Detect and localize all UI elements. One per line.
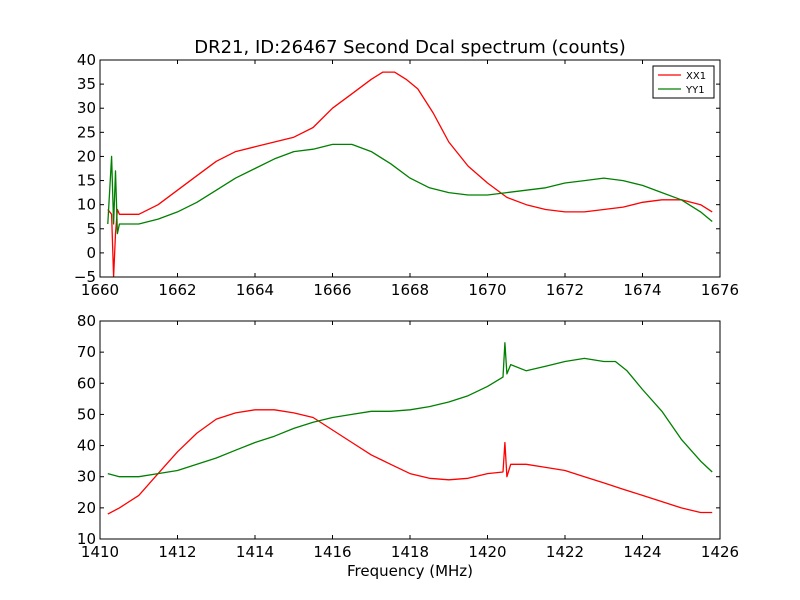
x-tick-label: 1418 — [391, 543, 429, 561]
y-tick-label: 30 — [77, 99, 96, 117]
bottom-spectrum-panel: 1410 1412 1414 1416 1418 1420 1422 1424 1426 10 20… — [77, 312, 739, 561]
y-tick-label: 30 — [77, 468, 96, 486]
y-tick-label: 10 — [77, 530, 96, 548]
x-tick-label: 1426 — [701, 543, 739, 561]
legend-label: XX1 — [686, 71, 706, 82]
y-tick-label: 20 — [77, 499, 96, 517]
y-tick-label: 15 — [77, 172, 96, 190]
x-tick-label: 1668 — [391, 281, 429, 299]
plot-frame — [99, 320, 721, 540]
y-tick-label: 25 — [77, 123, 96, 141]
x-tick-label: 1420 — [468, 543, 506, 561]
x-tick-label: 1666 — [313, 281, 351, 299]
y-tick-label: 0 — [86, 244, 96, 262]
x-tick-label: 1424 — [623, 543, 661, 561]
x-tick-label: 1660 — [81, 281, 119, 299]
x-tick-label: 1674 — [623, 281, 661, 299]
chart-title: DR21, ID:26467 Second Dcal spectrum (cou… — [194, 37, 626, 58]
y-tick-label: 5 — [86, 220, 96, 238]
x-tick-label: 1662 — [158, 281, 196, 299]
y-tick-label: 70 — [77, 343, 96, 361]
x-tick-label: 1416 — [313, 543, 351, 561]
y-tick-label: 40 — [77, 51, 96, 69]
x-tick-label: 1412 — [158, 543, 196, 561]
series-line-xx1 — [107, 71, 713, 277]
series-line-0 — [107, 409, 713, 515]
x-tick-label: 1414 — [236, 543, 274, 561]
x-axis-label: Frequency (MHz) — [347, 562, 473, 580]
x-tick-label: 1676 — [701, 281, 739, 299]
series-line-1 — [107, 342, 713, 478]
y-tick-label: 50 — [77, 405, 96, 423]
y-tick-label: 40 — [77, 437, 96, 455]
legend-box — [652, 65, 715, 99]
plot-frame — [99, 59, 721, 278]
y-tick-label: 60 — [77, 374, 96, 392]
x-tick-label: 1670 — [468, 281, 506, 299]
x-tick-label: 1422 — [546, 543, 584, 561]
y-tick-label: 10 — [77, 196, 96, 214]
top-spectrum-panel: 1660 1662 1664 1666 1668 1670 1672 1674 1676 −5 0 5… — [74, 51, 739, 299]
y-tick-label: −5 — [74, 268, 96, 286]
series-line-yy1 — [107, 143, 713, 235]
y-tick-label: 20 — [77, 147, 96, 165]
x-tick-label: 1664 — [236, 281, 274, 299]
y-tick-label: 80 — [77, 312, 96, 330]
legend-label: YY1 — [685, 85, 705, 96]
y-tick-label: 35 — [77, 75, 96, 93]
x-tick-label: 1410 — [81, 543, 119, 561]
x-tick-label: 1672 — [546, 281, 584, 299]
